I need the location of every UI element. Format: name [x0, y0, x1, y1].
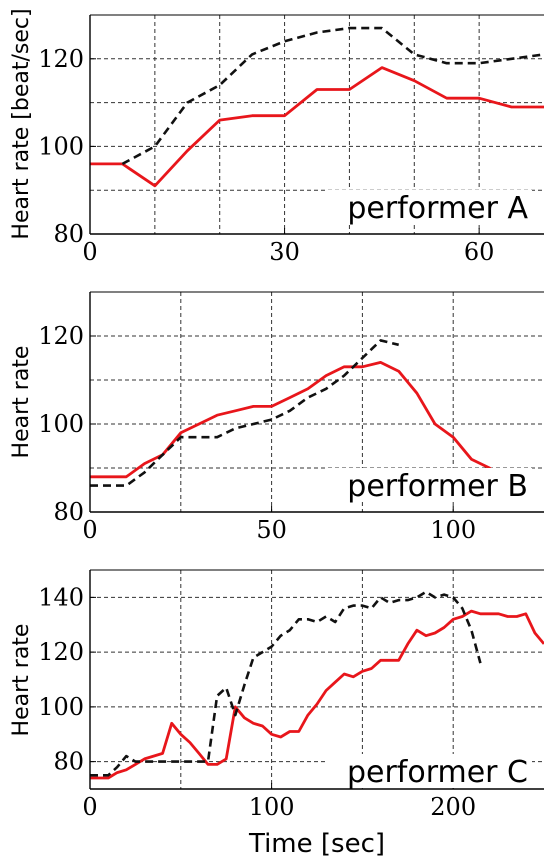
annotation-backdrop [326, 754, 532, 788]
y-tick-label: 80 [53, 498, 84, 526]
series-line-dashed [121, 26, 544, 166]
panel-annotation: performer C [347, 755, 528, 790]
y-tick-label: 100 [38, 410, 84, 438]
series-line-dashed [90, 339, 400, 487]
x-axis-label: Time [sec] [248, 829, 385, 858]
series-line-solid [90, 360, 502, 479]
x-tick-label: 50 [256, 516, 287, 544]
y-tick-label: 80 [53, 748, 84, 776]
x-tick-label: 100 [249, 793, 295, 821]
annotation-backdrop [326, 468, 532, 502]
y-tick-label: 100 [38, 693, 84, 721]
x-tick-label: 0 [82, 793, 97, 821]
x-tick-label: 0 [82, 238, 97, 266]
y-tick-label: 120 [38, 45, 84, 73]
annotation-backdrop [326, 190, 532, 224]
series-line-solid [90, 609, 544, 780]
panel-annotation: performer A [347, 191, 528, 226]
x-tick-label: 30 [269, 238, 300, 266]
x-tick-label: 60 [464, 238, 495, 266]
x-tick-label: 100 [430, 516, 476, 544]
y-tick-label: 100 [38, 132, 84, 160]
x-tick-label: 200 [430, 793, 476, 821]
y-tick-label: 120 [38, 322, 84, 350]
y-tick-label: 120 [38, 638, 84, 666]
x-tick-label: 0 [82, 516, 97, 544]
y-axis-label: Heart rate [beat/sec] [9, 8, 34, 239]
series-line-solid [90, 66, 544, 188]
panel-annotation: performer B [347, 469, 528, 504]
y-axis-label: Heart rate [9, 624, 34, 737]
series-line-dashed [90, 590, 482, 777]
y-tick-label: 80 [53, 220, 84, 248]
y-axis-label: Heart rate [9, 346, 34, 459]
y-tick-label: 140 [38, 583, 84, 611]
